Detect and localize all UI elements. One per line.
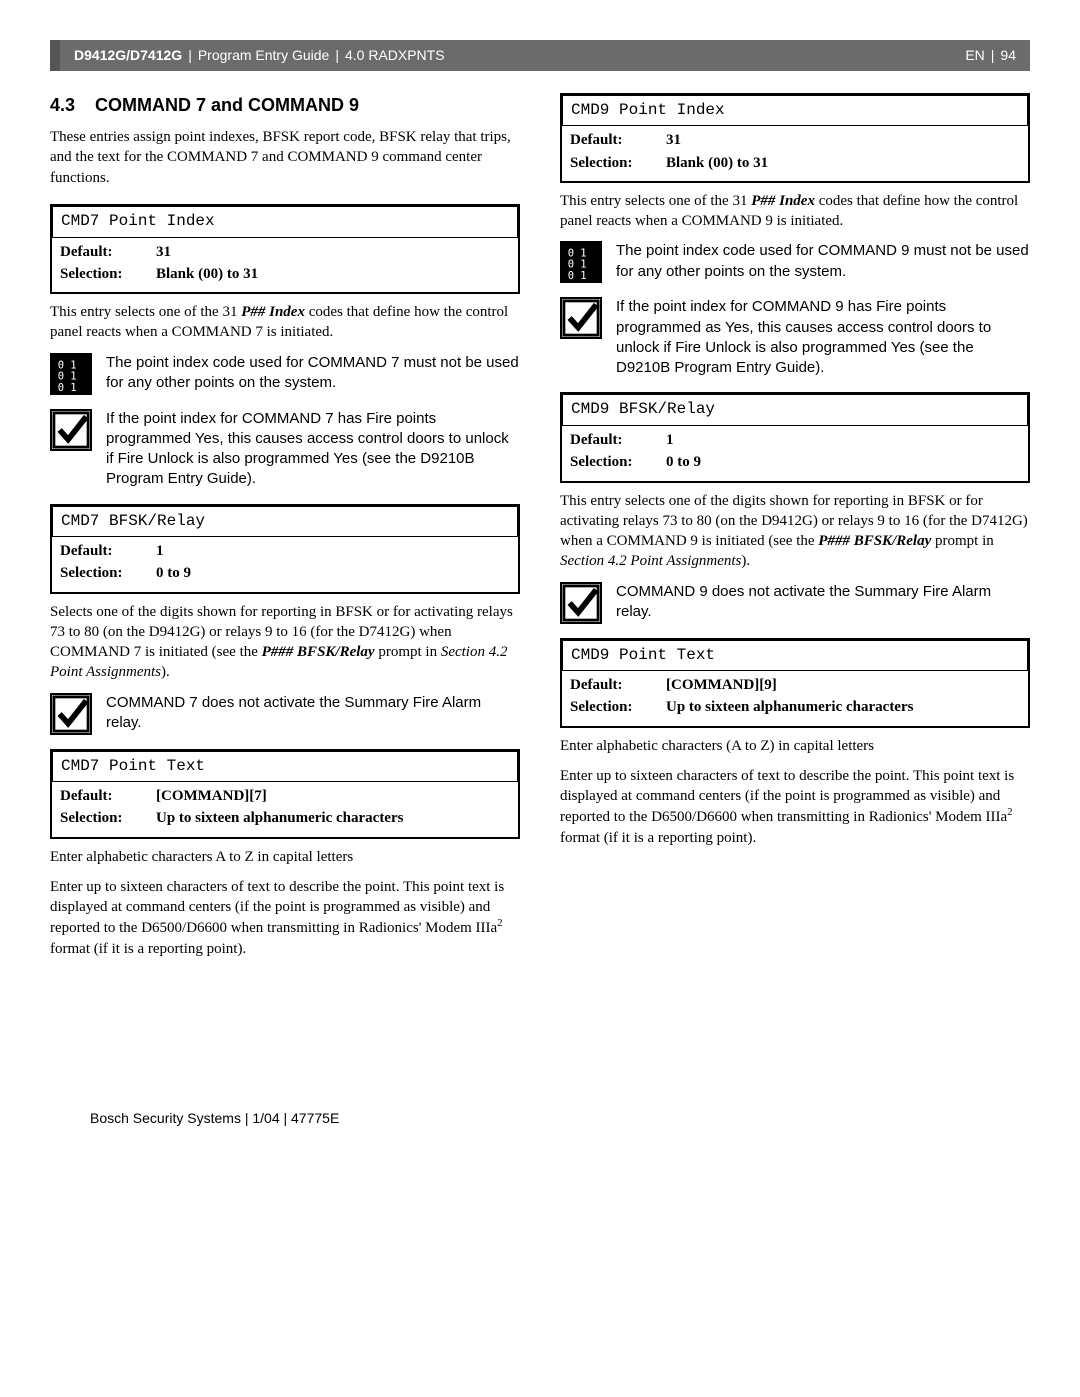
default-value: 1	[666, 430, 674, 450]
cmd7-pt-box: Default: [COMMAND][7] Selection: Up to s…	[50, 782, 520, 839]
left-column: 4.3 COMMAND 7 and COMMAND 9 These entrie…	[50, 93, 520, 969]
header-left: D9412G/D7412G | Program Entry Guide | 4.…	[74, 46, 445, 65]
header-sep2: |	[335, 46, 339, 65]
binary-icon: 0 10 10 1	[50, 353, 92, 395]
cmd7-point-index-title: CMD7 Point Index	[50, 204, 520, 238]
selection-label: Selection:	[570, 697, 658, 717]
binary-icon: 0 10 10 1	[560, 241, 602, 283]
default-label: Default:	[570, 675, 658, 695]
note-text: COMMAND 9 does not activate the Summary …	[616, 582, 1030, 623]
note-text: The point index code used for COMMAND 7 …	[106, 353, 520, 394]
svg-text:0 1: 0 1	[568, 271, 587, 282]
note-row: If the point index for COMMAND 9 has Fir…	[560, 297, 1030, 378]
intro-text: These entries assign point indexes, BFSK…	[50, 127, 520, 188]
selection-value: Up to sixteen alphanumeric characters	[156, 808, 403, 828]
cmd7-bfsk-title: CMD7 BFSK/Relay	[50, 504, 520, 538]
section-heading: 4.3 COMMAND 7 and COMMAND 9	[50, 93, 520, 117]
note-text: The point index code used for COMMAND 9 …	[616, 241, 1030, 282]
cmd9-point-index-title: CMD9 Point Index	[560, 93, 1030, 127]
note-row: If the point index for COMMAND 7 has Fir…	[50, 409, 520, 490]
right-column: CMD9 Point Index Default: 31 Selection: …	[560, 93, 1030, 969]
cmd7-pi-desc: This entry selects one of the 31 P## Ind…	[50, 302, 520, 343]
section-number: 4.3	[50, 93, 75, 117]
selection-label: Selection:	[60, 808, 148, 828]
cmd7-pt-desc1: Enter alphabetic characters A to Z in ca…	[50, 847, 520, 867]
selection-value: 0 to 9	[156, 563, 191, 583]
cmd7-pt-title: CMD7 Point Text	[50, 749, 520, 783]
cmd9-pt-desc1: Enter alphabetic characters (A to Z) in …	[560, 736, 1030, 756]
selection-label: Selection:	[570, 153, 658, 173]
header-model: D9412G/D7412G	[74, 46, 182, 65]
default-label: Default:	[570, 130, 658, 150]
header-guide: Program Entry Guide	[198, 46, 330, 65]
cmd9-bfsk-title: CMD9 BFSK/Relay	[560, 392, 1030, 426]
cmd7-bfsk-desc: Selects one of the digits shown for repo…	[50, 602, 520, 683]
cmd9-point-index-box: Default: 31 Selection: Blank (00) to 31	[560, 126, 1030, 183]
default-label: Default:	[60, 242, 148, 262]
default-value: [COMMAND][7]	[156, 786, 267, 806]
content-columns: 4.3 COMMAND 7 and COMMAND 9 These entrie…	[50, 93, 1030, 969]
header-section: 4.0 RADXPNTS	[345, 46, 445, 65]
default-label: Default:	[570, 430, 658, 450]
selection-value: Up to sixteen alphanumeric characters	[666, 697, 913, 717]
check-icon	[560, 582, 602, 624]
selection-label: Selection:	[60, 264, 148, 284]
header-page: 94	[1000, 46, 1016, 65]
selection-label: Selection:	[570, 452, 658, 472]
cmd9-pi-desc: This entry selects one of the 31 P## Ind…	[560, 191, 1030, 232]
cmd7-point-index-box: Default: 31 Selection: Blank (00) to 31	[50, 238, 520, 295]
svg-text:0 1: 0 1	[58, 382, 77, 393]
svg-text:0 1: 0 1	[58, 370, 77, 382]
check-icon	[50, 693, 92, 735]
default-value: 1	[156, 541, 164, 561]
selection-value: Blank (00) to 31	[666, 153, 768, 173]
section-title: COMMAND 7 and COMMAND 9	[95, 93, 359, 117]
header-lang: EN	[965, 46, 984, 65]
header-right: EN | 94	[965, 46, 1016, 65]
cmd7-bfsk-box: Default: 1 Selection: 0 to 9	[50, 537, 520, 594]
header-sep1: |	[188, 46, 192, 65]
cmd9-bfsk-desc: This entry selects one of the digits sho…	[560, 491, 1030, 572]
header-sep3: |	[991, 46, 995, 65]
note-text: If the point index for COMMAND 7 has Fir…	[106, 409, 520, 490]
svg-text:0 1: 0 1	[58, 359, 77, 371]
note-text: COMMAND 7 does not activate the Summary …	[106, 693, 520, 734]
selection-value: Blank (00) to 31	[156, 264, 258, 284]
cmd9-pt-title: CMD9 Point Text	[560, 638, 1030, 672]
note-row: 0 10 10 1 The point index code used for …	[50, 353, 520, 395]
default-value: [COMMAND][9]	[666, 675, 777, 695]
note-row: COMMAND 9 does not activate the Summary …	[560, 582, 1030, 624]
selection-label: Selection:	[60, 563, 148, 583]
check-icon	[50, 409, 92, 451]
svg-text:0 1: 0 1	[568, 248, 587, 260]
default-value: 31	[666, 130, 681, 150]
svg-text:0 1: 0 1	[568, 259, 587, 271]
default-value: 31	[156, 242, 171, 262]
cmd9-pt-box: Default: [COMMAND][9] Selection: Up to s…	[560, 671, 1030, 728]
cmd7-pt-desc2: Enter up to sixteen characters of text t…	[50, 877, 520, 959]
cmd9-bfsk-box: Default: 1 Selection: 0 to 9	[560, 426, 1030, 483]
cmd9-pt-desc2: Enter up to sixteen characters of text t…	[560, 766, 1030, 848]
note-row: 0 10 10 1 The point index code used for …	[560, 241, 1030, 283]
page-header: D9412G/D7412G | Program Entry Guide | 4.…	[50, 40, 1030, 71]
page-footer: Bosch Security Systems | 1/04 | 47775E	[50, 1109, 1030, 1128]
note-text: If the point index for COMMAND 9 has Fir…	[616, 297, 1030, 378]
selection-value: 0 to 9	[666, 452, 701, 472]
default-label: Default:	[60, 541, 148, 561]
check-icon	[560, 297, 602, 339]
note-row: COMMAND 7 does not activate the Summary …	[50, 693, 520, 735]
default-label: Default:	[60, 786, 148, 806]
